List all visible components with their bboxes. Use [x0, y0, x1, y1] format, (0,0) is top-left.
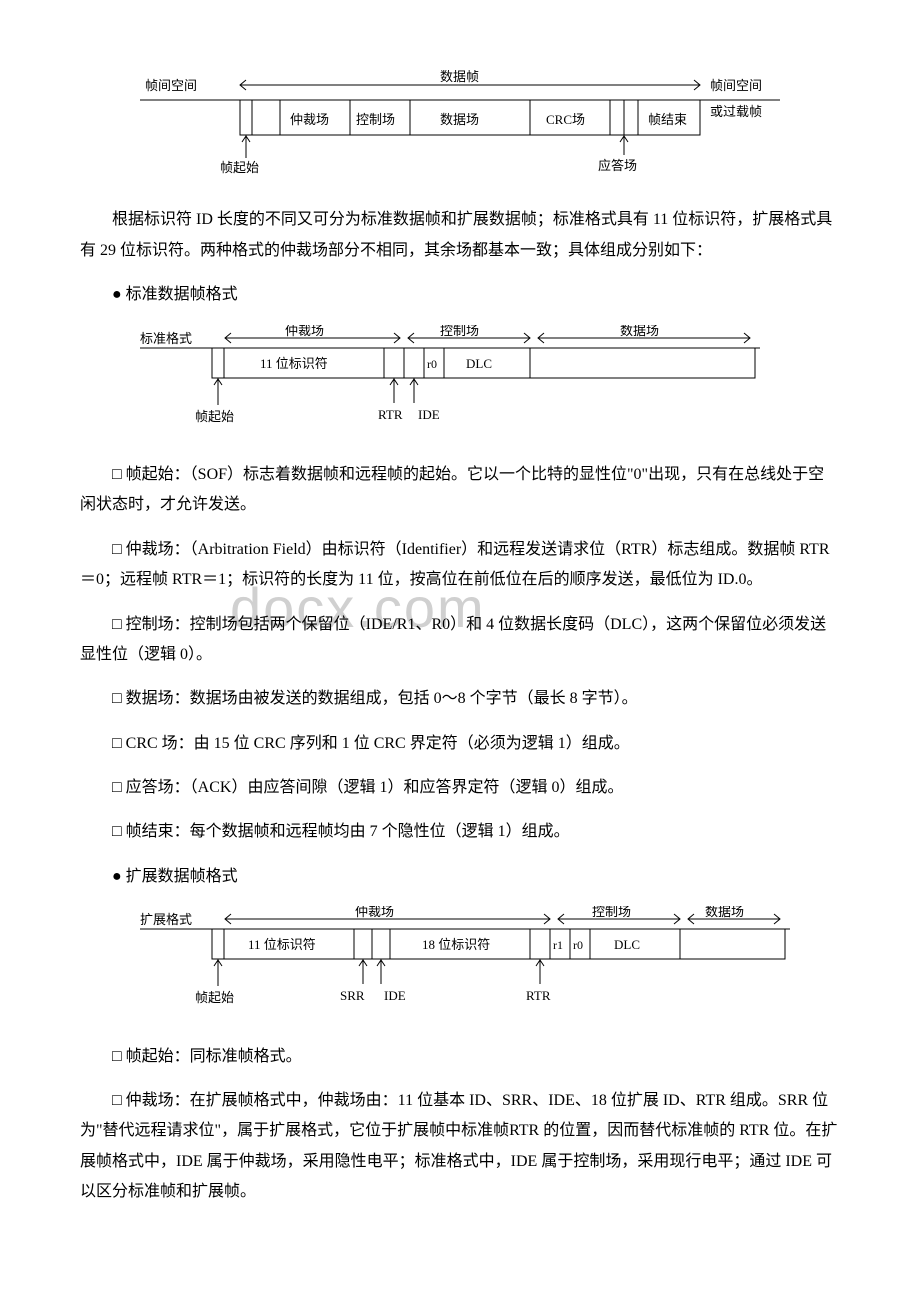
para-crc: □ CRC 场：由 15 位 CRC 序列和 1 位 CRC 界定符（必须为逻辑… — [80, 729, 840, 759]
diagram3-rtr: RTR — [526, 988, 551, 1003]
para-arbitration: □ 仲裁场：（Arbitration Field）由标识符（Identifier… — [80, 535, 840, 596]
data-frame-diagram: 帧间空间 帧间空间 或过载帧 数据帧 帧起始 仲裁场 控制场 数据场 CRC场 … — [140, 70, 840, 191]
diagram3-ext-format: 扩展格式 — [140, 912, 192, 927]
para-ext-sof: □ 帧起始：同标准帧格式。 — [80, 1042, 840, 1072]
diagram1-data-frame: 数据帧 — [440, 70, 479, 84]
diagram2-std-format: 标准格式 — [140, 331, 192, 346]
para-eof: □ 帧结束：每个数据帧和远程帧均由 7 个隐性位（逻辑 1）组成。 — [80, 817, 840, 847]
extended-frame-diagram: 扩展格式 仲裁场 控制场 数据场 11 位标识符 18 位标识符 r1 r0 D… — [140, 906, 840, 1027]
diagram3-ide: IDE — [384, 988, 406, 1003]
diagram2-data: 数据场 — [620, 325, 659, 338]
diagram3-srr: SRR — [340, 988, 365, 1003]
para-ack: □ 应答场：（ACK）由应答间隙（逻辑 1）和应答界定符（逻辑 0）组成。 — [80, 773, 840, 803]
para-control: □ 控制场：控制场包括两个保留位（IDE/R1、R0）和 4 位数据长度码（DL… — [80, 610, 840, 671]
para-sof: □ 帧起始：（SOF）标志着数据帧和远程帧的起始。它以一个比特的显性位"0"出现… — [80, 460, 840, 521]
diagram3-sof: 帧起始 — [195, 990, 234, 1005]
diagram1-frame-gap-right: 帧间空间 — [710, 78, 762, 93]
standard-frame-diagram: 标准格式 仲裁场 控制场 数据场 11 位标识符 r0 DLC 帧起始 — [140, 325, 840, 446]
diagram1-control: 控制场 — [356, 112, 395, 127]
diagram2-rtr: RTR — [378, 407, 403, 422]
diagram1-arbitration: 仲裁场 — [290, 112, 329, 127]
diagram3-id18: 18 位标识符 — [422, 937, 490, 952]
diagram3-r1: r1 — [553, 938, 563, 952]
diagram2-control: 控制场 — [440, 325, 479, 338]
diagram3-control: 控制场 — [592, 906, 631, 919]
diagram3-id11: 11 位标识符 — [248, 937, 316, 952]
diagram2-dlc: DLC — [466, 356, 492, 371]
diagram3-dlc: DLC — [614, 937, 640, 952]
diagram2-arbitration: 仲裁场 — [285, 325, 324, 338]
diagram2-sof: 帧起始 — [195, 409, 234, 424]
diagram3-r0: r0 — [573, 938, 583, 952]
diagram3-arbitration: 仲裁场 — [355, 906, 394, 919]
diagram1-ack: 应答场 — [598, 158, 637, 173]
para-data: □ 数据场：数据场由被发送的数据组成，包括 0～8 个字节（最长 8 字节）。 — [80, 684, 840, 714]
diagram1-or-overload: 或过载帧 — [710, 104, 762, 119]
diagram3-data: 数据场 — [705, 906, 744, 919]
diagram2-r0: r0 — [427, 357, 437, 371]
heading-std-format: ● 标准数据帧格式 — [80, 280, 840, 310]
heading-ext-format: ● 扩展数据帧格式 — [80, 862, 840, 892]
diagram2-ide: IDE — [418, 407, 440, 422]
para-intro: 根据标识符 ID 长度的不同又可分为标准数据帧和扩展数据帧；标准格式具有 11 … — [80, 205, 840, 266]
diagram2-id11: 11 位标识符 — [260, 356, 328, 371]
diagram1-frame-gap-left: 帧间空间 — [145, 78, 197, 93]
diagram1-sof: 帧起始 — [220, 160, 259, 175]
diagram1-crc: CRC场 — [546, 112, 585, 127]
para-ext-arbitration: □ 仲裁场：在扩展帧格式中，仲裁场由：11 位基本 ID、SRR、IDE、18 … — [80, 1086, 840, 1208]
diagram1-eof: 帧结束 — [648, 112, 687, 127]
diagram1-data: 数据场 — [440, 112, 479, 127]
